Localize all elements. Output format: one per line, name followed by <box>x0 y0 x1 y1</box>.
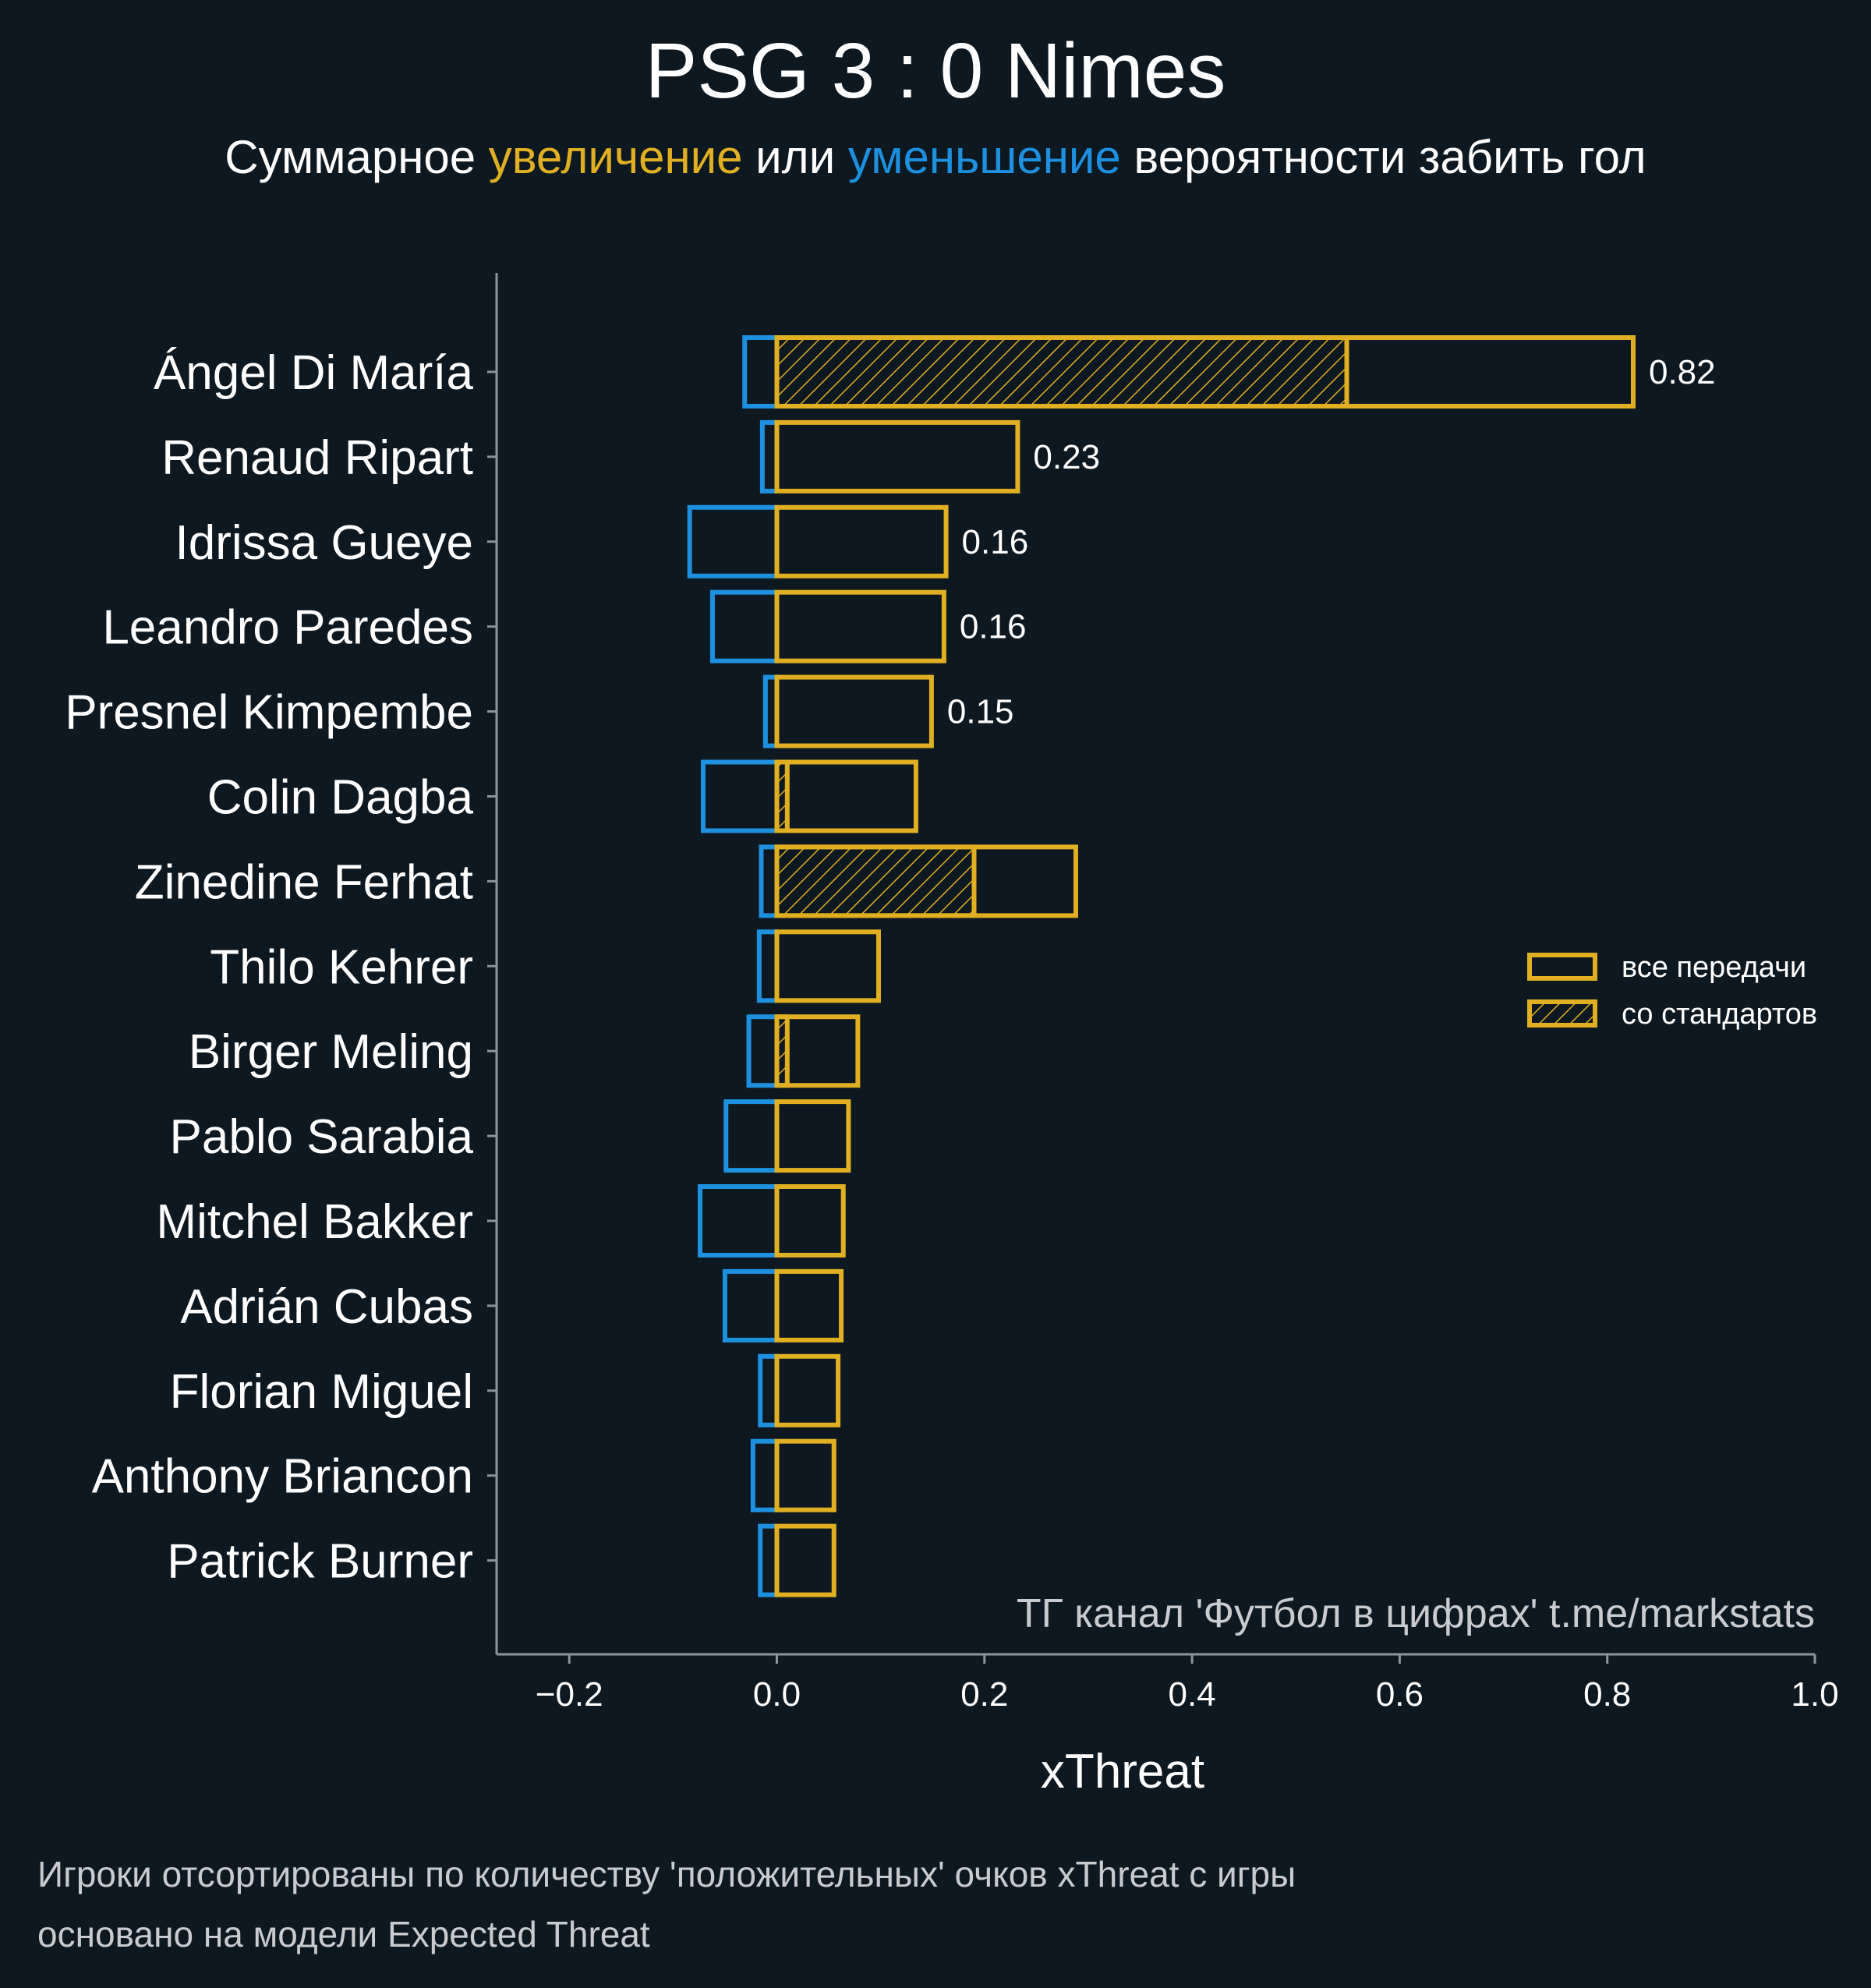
x-tick-label: 1.0 <box>1791 1675 1838 1714</box>
x-tick-label: 0.6 <box>1376 1675 1424 1714</box>
legend-label-set-pieces: со стандартов <box>1622 998 1817 1031</box>
bar-all-passes <box>774 1438 836 1512</box>
y-tick-label: Zinedine Ferhat <box>135 855 473 909</box>
bar-all-passes <box>774 589 946 663</box>
x-tick-label: 0.0 <box>753 1675 801 1714</box>
y-tick-label: Thilo Kehrer <box>210 940 473 994</box>
legend-label-all-passes: все передачи <box>1622 951 1806 984</box>
x-axis-label: xThreat <box>1041 1745 1204 1799</box>
bar-negative <box>697 1184 780 1258</box>
data-label: 0.82 <box>1649 353 1716 391</box>
bar-all-passes <box>774 1184 846 1258</box>
data-label: 0.16 <box>960 608 1027 646</box>
watermark: ТГ канал 'Футбол в цифрах' t.me/markstat… <box>1017 1591 1815 1636</box>
bar-set-pieces <box>774 844 977 918</box>
y-tick-label: Patrick Burner <box>167 1535 473 1589</box>
bar-all-passes <box>774 674 934 748</box>
bar-all-passes <box>774 1099 851 1173</box>
bar-all-passes <box>774 929 881 1003</box>
bar-negative <box>746 1014 780 1088</box>
legend-swatch-all-passes <box>1527 953 1597 981</box>
bar-negative <box>742 335 780 409</box>
data-label: 0.16 <box>962 523 1029 561</box>
subtitle-part2: или <box>743 131 848 183</box>
y-tick-label: Colin Dagba <box>207 771 474 825</box>
bar-negative <box>723 1099 780 1173</box>
bar-negative <box>756 929 780 1003</box>
bar-negative <box>709 589 780 663</box>
bar-negative <box>750 1438 780 1512</box>
chart-subtitle: Суммарное увеличение или уменьшение веро… <box>225 131 1646 183</box>
bar-all-passes <box>774 844 1078 918</box>
y-tick-label: Adrián Cubas <box>180 1280 473 1334</box>
y-tick-label: Birger Meling <box>189 1025 473 1079</box>
footnote-line1: Игроки отсортированы по количеству 'поло… <box>37 1854 1296 1894</box>
y-tick-label: Pablo Sarabia <box>170 1110 474 1164</box>
y-tick-label: Presnel Kimpembe <box>65 686 473 740</box>
x-tick-label: −0.2 <box>536 1675 603 1714</box>
bar-negative <box>758 1353 780 1427</box>
bar-all-passes <box>774 335 1636 409</box>
bar-all-passes <box>774 419 1020 493</box>
bar-negative <box>758 1523 780 1597</box>
chart-title: PSG 3 : 0 Nimes <box>645 27 1226 115</box>
y-tick-label: Leandro Paredes <box>102 601 473 655</box>
bar-all-passes <box>774 1268 844 1342</box>
footnote-line2: основано на модели Expected Threat <box>37 1914 650 1954</box>
legend: все передачи со стандартов <box>1527 951 1817 1031</box>
subtitle-part1: Суммарное <box>225 131 488 183</box>
bar-all-passes <box>774 759 918 833</box>
legend-swatch-set-pieces <box>1527 999 1597 1028</box>
y-tick-label: Florian Miguel <box>170 1365 473 1419</box>
bar-all-passes <box>774 1014 861 1088</box>
y-tick-label: Ángel Di María <box>154 346 474 400</box>
x-tick-label: 0.8 <box>1583 1675 1631 1714</box>
subtitle-increase: увеличение <box>489 131 743 183</box>
bar-set-pieces <box>774 335 1349 409</box>
y-tick-label: Mitchel Bakker <box>156 1195 473 1249</box>
subtitle-decrease: уменьшение <box>848 131 1121 183</box>
y-tick-label: Anthony Briancon <box>92 1450 473 1504</box>
bar-negative <box>687 504 780 578</box>
y-tick-label: Idrissa Gueye <box>175 516 473 570</box>
x-tick-label: 0.2 <box>960 1675 1008 1714</box>
bar-all-passes <box>774 504 949 578</box>
data-label: 0.15 <box>947 693 1014 731</box>
bar-negative <box>722 1268 780 1342</box>
x-tick-label: 0.4 <box>1169 1675 1216 1714</box>
bar-all-passes <box>774 1353 841 1427</box>
y-tick-label: Renaud Ripart <box>161 431 473 485</box>
data-label: 0.23 <box>1033 438 1100 476</box>
subtitle-part3: вероятности забить гол <box>1121 131 1646 183</box>
bar-negative <box>700 759 780 833</box>
plot-area: −0.2 0.0 0.2 0.4 0.6 0.8 1.0 Ángel Di María 0.82… <box>65 273 1839 1714</box>
bar-all-passes <box>774 1523 836 1597</box>
